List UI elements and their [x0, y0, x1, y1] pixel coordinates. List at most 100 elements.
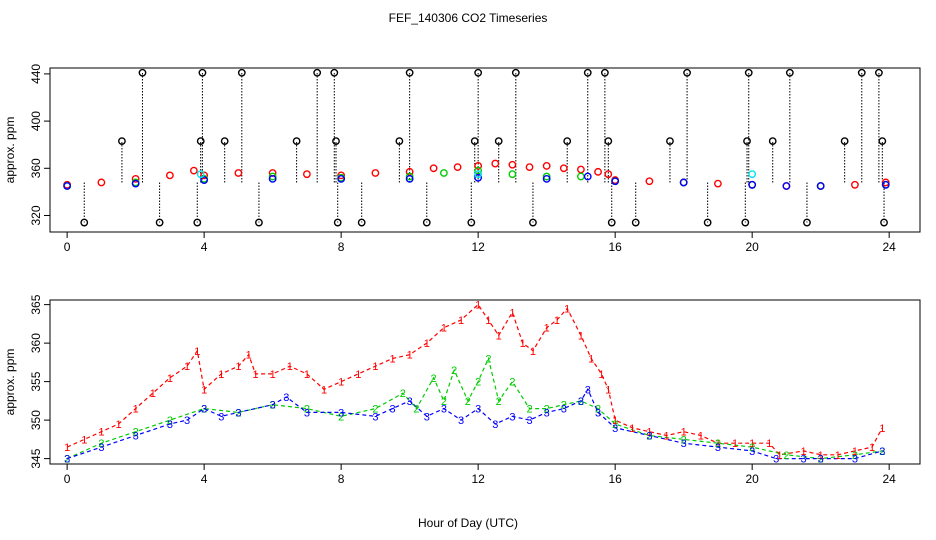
top-black-spikes-point — [198, 68, 207, 77]
bottom-series-1-point: 1 — [201, 384, 207, 396]
top-black-spikes-point — [467, 218, 476, 227]
top-panel-spike-lines — [83, 72, 885, 223]
bottom-series-1-point: 1 — [458, 315, 464, 327]
bottom-series-3-point: 3 — [773, 454, 779, 466]
bottom-series-1-point: 1 — [766, 438, 772, 450]
top-cyan-point — [196, 170, 205, 179]
bottom-x-tick-label: 4 — [201, 472, 208, 486]
bottom-y-tick-label: 360 — [29, 333, 43, 353]
top-blue-point — [131, 179, 140, 188]
bottom-x-tick-label: 16 — [608, 472, 622, 486]
bottom-series-1-point: 1 — [133, 404, 139, 416]
bottom-series-1-point: 1 — [629, 423, 635, 435]
bottom-series-1-point: 1 — [732, 438, 738, 450]
bottom-series-1-point: 1 — [588, 354, 594, 366]
bottom-series-3-point: 3 — [526, 415, 532, 427]
bottom-series-2-point: 2 — [595, 404, 601, 416]
top-black-spikes-point — [330, 68, 339, 77]
top-cyan-point — [474, 170, 483, 179]
top-red-point — [594, 167, 602, 176]
top-black-spikes-point — [237, 68, 246, 77]
top-red-point — [604, 170, 613, 179]
top-black-spikes-point — [511, 68, 520, 77]
top-black-spikes-point — [741, 218, 750, 227]
bottom-series-1-point: 1 — [612, 415, 618, 427]
bottom-series-1-point: 1 — [530, 346, 536, 358]
bottom-series-3-point: 3 — [304, 407, 310, 419]
top-x-tick-label: 20 — [745, 240, 759, 254]
bottom-series-2-point: 2 — [270, 400, 276, 412]
bottom-x-tick-label: 8 — [338, 472, 345, 486]
bottom-series-3-point: 3 — [509, 411, 515, 423]
bottom-series-1-point: 1 — [424, 338, 430, 350]
top-red-point — [525, 163, 534, 172]
bottom-series-1-point: 1 — [64, 442, 70, 454]
top-green-point — [439, 169, 448, 177]
bottom-series-1-point: 1 — [167, 373, 173, 385]
bottom-series-3-point: 3 — [338, 407, 344, 419]
top-x-tick-label: 0 — [64, 240, 71, 254]
bottom-series-1-point: 1 — [321, 384, 327, 396]
bottom-series-1-point: 1 — [698, 431, 704, 443]
top-x-tick-label: 4 — [201, 240, 208, 254]
bottom-series-1-point: 1 — [681, 427, 687, 439]
top-black-spikes-point — [583, 68, 592, 77]
bottom-series-3-point: 3 — [270, 400, 276, 412]
top-red-point — [542, 162, 551, 170]
bottom-series-2-point: 2 — [413, 404, 419, 416]
bottom-series-2-point: 2 — [338, 411, 344, 423]
bottom-series-1-point: 1 — [578, 330, 584, 342]
top-black-spikes-point — [880, 218, 888, 227]
bottom-series-1-point: 1 — [287, 361, 293, 373]
bottom-series-3-point: 3 — [879, 446, 885, 458]
bottom-series-3-point: 3 — [424, 411, 430, 423]
bottom-series-3-point: 3 — [818, 454, 824, 466]
bottom-series-3-point: 3 — [458, 415, 464, 427]
bottom-series-2-point: 2 — [441, 396, 447, 408]
bottom-series-1-point: 1 — [485, 315, 491, 327]
bottom-series-3-point: 3 — [389, 404, 395, 416]
top-black-spikes-point — [529, 218, 537, 227]
top-blue-point — [881, 180, 890, 189]
bottom-series-3-point: 3 — [283, 392, 289, 404]
top-black-spikes-point — [683, 68, 691, 77]
bottom-series-1-point: 1 — [150, 388, 156, 400]
bottom-y-tick-label: 355 — [29, 371, 43, 391]
top-green-point — [542, 172, 551, 181]
bottom-series-1-point: 1 — [475, 300, 481, 312]
top-red-point — [165, 171, 174, 180]
bottom-series-2-point: 2 — [879, 446, 885, 458]
bottom-series-1-point: 1 — [564, 303, 570, 315]
top-green-point — [405, 172, 414, 181]
bottom-series-2-point: 2 — [561, 400, 567, 412]
bottom-series-1-point: 1 — [270, 369, 276, 381]
top-y-tick-label: 320 — [29, 205, 43, 225]
top-red-point — [97, 178, 106, 187]
top-red-point — [508, 160, 517, 169]
bottom-series-3-point: 3 — [800, 454, 806, 466]
top-y-tick-label: 440 — [29, 64, 43, 84]
top-black-spikes-point — [292, 137, 301, 146]
top-black-spikes-point — [196, 137, 205, 146]
bottom-series-3-point: 3 — [595, 407, 601, 419]
top-red-point — [491, 159, 500, 168]
bottom-series-2-point: 2 — [783, 450, 789, 462]
top-panel-ylabel: approx. ppm — [3, 117, 17, 184]
bottom-series-1-point: 1 — [520, 338, 526, 350]
bottom-series-3-point: 3 — [612, 423, 618, 435]
top-panel-frame — [49, 67, 921, 233]
top-green-point — [577, 172, 585, 181]
bottom-series-3-point: 3 — [852, 454, 858, 466]
bottom-series-1-point: 1 — [818, 450, 824, 462]
bottom-series-2-point: 2 — [431, 373, 437, 385]
top-red-point — [234, 169, 243, 177]
top-red-point — [645, 177, 654, 186]
bottom-series-1-point: 1 — [372, 361, 378, 373]
top-black-spikes-point — [631, 218, 640, 227]
top-blue-point — [200, 176, 209, 184]
bottom-series-1-point: 1 — [544, 323, 550, 335]
bottom-series-2-point: 2 — [64, 454, 70, 466]
top-red-point — [371, 169, 380, 177]
